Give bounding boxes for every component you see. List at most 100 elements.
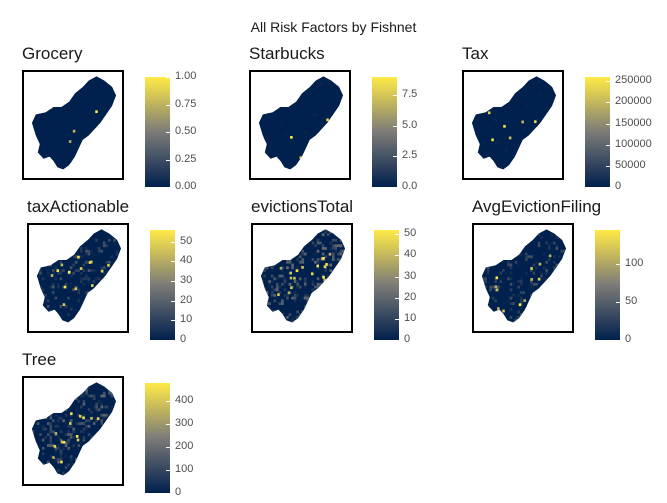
fishnet-hotspot [90,456,93,460]
fishnet-cell [77,291,81,295]
fishnet-cell [121,400,122,403]
fishnet-cell [103,327,106,330]
fishnet-cell [90,411,93,414]
fishnet-cell [504,271,508,275]
fishnet-cell [309,230,312,234]
fishnet-cell [59,402,63,406]
fishnet-cell [31,397,35,401]
fishnet-cell [24,461,27,464]
fishnet-cell [59,394,63,398]
fishnet-cell [27,425,30,428]
fishnet-cell [496,233,500,237]
fishnet-cell [344,288,346,292]
fishnet-cell [265,315,269,319]
fishnet-cell [36,422,40,425]
fishnet-cell [484,247,487,250]
fishnet-cell [72,327,75,330]
fishnet-cell [64,383,68,387]
fishnet-cell [291,315,294,319]
fishnet-hotspot [289,276,293,280]
fishnet-cell [540,318,543,322]
fishnet-cell [256,308,259,311]
fishnet-cell [550,277,554,281]
fishnet-cell [571,269,572,272]
fishnet-cell [258,283,261,286]
fishnet-cell [530,285,533,289]
fishnet-cell [509,263,513,267]
fishnet-cell [31,405,35,409]
fishnet-cell [339,238,343,242]
fishnet-cell [293,230,297,234]
fishnet-cell [102,277,106,281]
city-outline [258,76,344,170]
fishnet-cell [69,460,73,464]
fishnet-cell [527,318,531,322]
fishnet-cell [100,304,103,308]
fishnet-hotspot [323,304,327,308]
fishnet-hotspot [537,277,541,281]
fishnet-cell [77,471,81,475]
fishnet-cell [34,435,37,439]
fishnet-cell [489,146,493,150]
fishnet-hotspot [88,261,92,264]
fishnet-cell [110,394,114,398]
fishnet-cell [555,121,557,125]
fishnet-cell [260,280,264,283]
fishnet-cell [90,471,93,475]
fishnet-cell [499,280,503,283]
legend-tick-label: 20 [180,293,193,306]
fishnet-cell [102,291,106,295]
fishnet-cell [331,299,335,303]
fishnet-hotspot [316,264,319,268]
fishnet-cell [563,229,566,231]
fishnet-cell [51,260,55,264]
fishnet-cell [105,441,109,445]
map-frame [22,70,124,180]
fishnet-cell [92,405,96,409]
fishnet-cell [558,105,561,108]
fishnet-cell [74,269,78,272]
fishnet-cell [563,324,566,327]
fishnet-hotspot [79,414,82,418]
fishnet-cell [256,319,259,322]
fishnet-cell [484,238,487,242]
fishnet-cell [69,400,73,403]
fishnet-cell [275,285,279,289]
fishnet-cell [64,249,68,253]
legend-tick-label: 50 [404,227,417,240]
fishnet-cell [108,477,111,480]
fishnet-hotspot [74,287,78,291]
fishnet-cell [301,236,305,239]
fishnet-cell [540,330,543,331]
fishnet-cell [499,330,502,331]
fishnet-cell [253,321,256,324]
legend-tick-label: 300 [175,417,194,430]
fishnet-cell [64,241,68,245]
fishnet-cell [555,271,559,275]
fishnet-cell [97,291,101,295]
fishnet-cell [548,129,551,133]
fishnet-cell [39,405,42,409]
fishnet-cell [316,299,320,303]
fishnet-cell [271,160,275,164]
fishnet-cell [98,480,101,483]
fishnet-cell [59,457,63,461]
fishnet-cell [268,302,271,306]
fishnet-cell [491,315,495,319]
fishnet-cell [319,285,322,289]
fishnet-cell [97,400,101,403]
fishnet-cell [79,280,83,283]
legend-tickmark [606,123,610,125]
fishnet-cell [555,252,559,256]
fishnet-cell [100,435,104,439]
fishnet-cell [467,133,470,136]
fishnet-cell [100,382,104,384]
fishnet-cell [568,321,571,324]
fishnet-cell [113,449,116,453]
fishnet-cell [296,285,299,289]
fishnet-cell [507,285,510,289]
fishnet-cell [491,266,495,270]
fishnet-cell [283,277,287,281]
fishnet-cell [107,291,111,295]
fishnet-cell [321,247,325,250]
